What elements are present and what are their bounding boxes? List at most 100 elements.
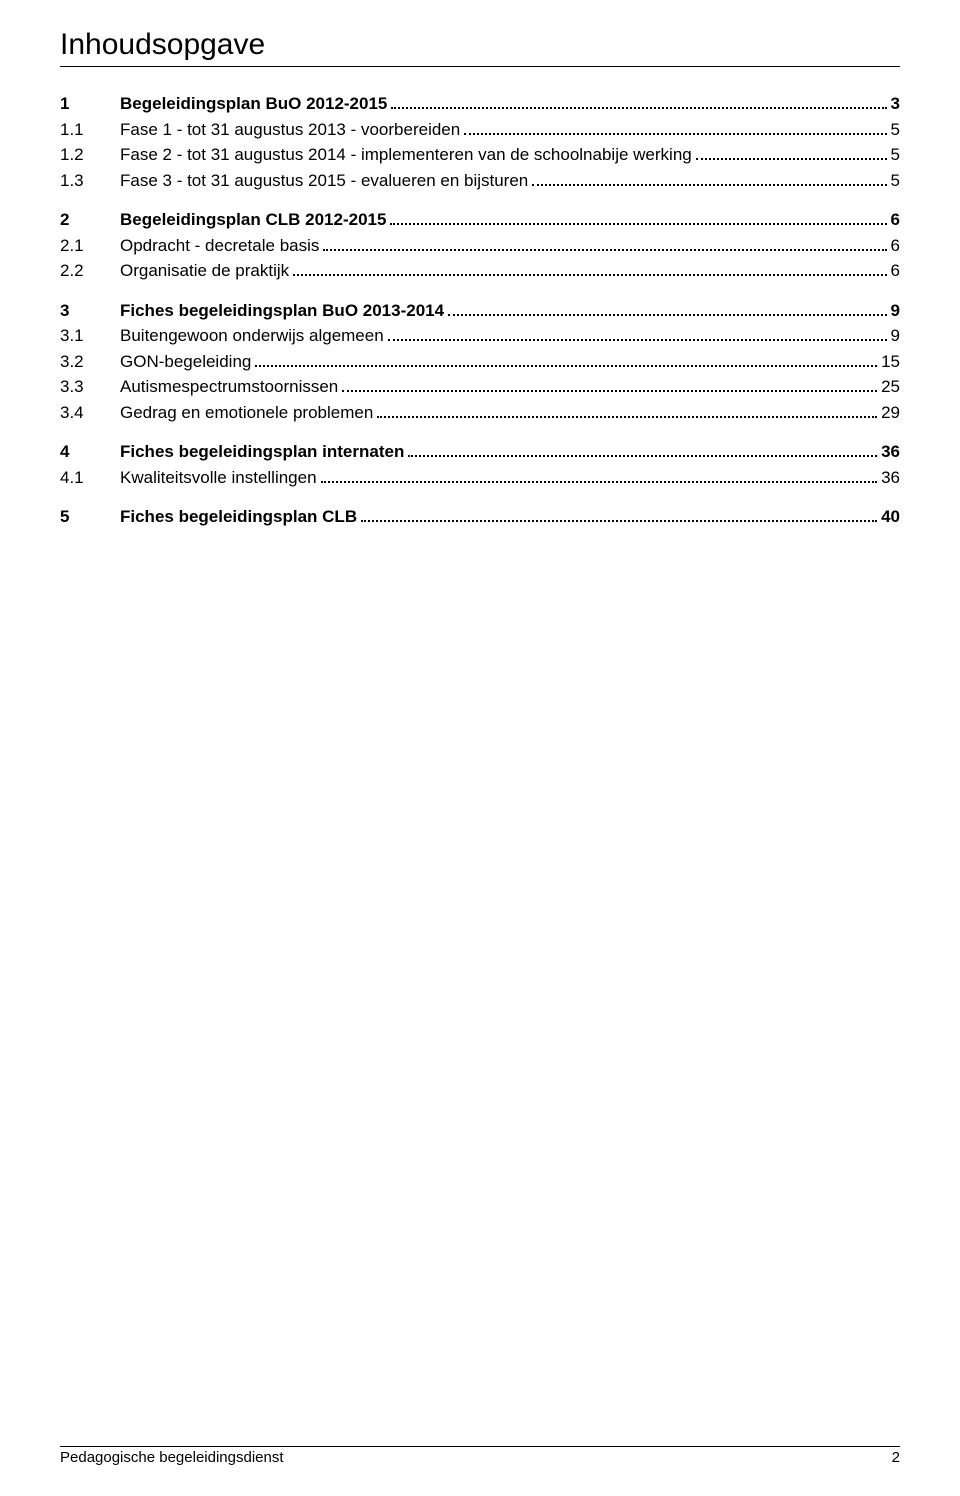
toc-label: Autismespectrumstoornissen	[120, 374, 338, 400]
toc-number: 5	[60, 504, 120, 530]
toc-label: GON-begeleiding	[120, 349, 251, 375]
toc-page: 36	[881, 465, 900, 491]
toc-page: 9	[891, 298, 900, 324]
toc-row: 3.1Buitengewoon onderwijs algemeen 9	[60, 323, 900, 349]
toc-group: 3Fiches begeleidingsplan BuO 2013-2014 9…	[60, 298, 900, 426]
toc-page: 25	[881, 374, 900, 400]
toc-row: 3.2GON-begeleiding 15	[60, 349, 900, 375]
toc-label: Organisatie de praktijk	[120, 258, 289, 284]
toc-label-page: Organisatie de praktijk 6	[120, 258, 900, 284]
toc-row: 2.2Organisatie de praktijk 6	[60, 258, 900, 284]
toc-label-page: Fase 3 - tot 31 augustus 2015 - evaluere…	[120, 168, 900, 194]
toc-page: 3	[891, 91, 900, 117]
toc-page: 5	[891, 142, 900, 168]
toc-number: 3.2	[60, 349, 120, 375]
toc-label-page: Begeleidingsplan CLB 2012-2015 6	[120, 207, 900, 233]
title-wrap: Inhoudsopgave	[60, 28, 900, 67]
toc-leader-dots	[377, 404, 877, 418]
toc-number: 2.2	[60, 258, 120, 284]
toc-number: 4.1	[60, 465, 120, 491]
toc-leader-dots	[696, 146, 887, 160]
toc-label: Gedrag en emotionele problemen	[120, 400, 373, 426]
toc-page: 6	[891, 233, 900, 259]
toc-page: 6	[891, 207, 900, 233]
toc-number: 1.2	[60, 142, 120, 168]
footer-page-number: 2	[892, 1449, 900, 1466]
toc-label: Kwaliteitsvolle instellingen	[120, 465, 317, 491]
toc-group: 2Begeleidingsplan CLB 2012-2015 62.1Opdr…	[60, 207, 900, 284]
toc-label-page: Begeleidingsplan BuO 2012-2015 3	[120, 91, 900, 117]
toc-leader-dots	[361, 508, 877, 522]
toc-label: Fase 1 - tot 31 augustus 2013 - voorbere…	[120, 117, 460, 143]
toc-label-page: GON-begeleiding 15	[120, 349, 900, 375]
toc-label-page: Kwaliteitsvolle instellingen 36	[120, 465, 900, 491]
toc-number: 1.3	[60, 168, 120, 194]
toc-page: 40	[881, 504, 900, 530]
toc-number: 3.1	[60, 323, 120, 349]
page-title: Inhoudsopgave	[60, 28, 900, 62]
toc-label-page: Opdracht - decretale basis 6	[120, 233, 900, 259]
toc-leader-dots	[388, 327, 887, 341]
table-of-contents: 1Begeleidingsplan BuO 2012-2015 31.1Fase…	[60, 91, 900, 530]
toc-label: Fiches begeleidingsplan CLB	[120, 504, 357, 530]
toc-label: Fase 3 - tot 31 augustus 2015 - evaluere…	[120, 168, 528, 194]
toc-group: 1Begeleidingsplan BuO 2012-2015 31.1Fase…	[60, 91, 900, 193]
toc-label-page: Fase 2 - tot 31 augustus 2014 - implemen…	[120, 142, 900, 168]
toc-group: 5Fiches begeleidingsplan CLB 40	[60, 504, 900, 530]
toc-row: 4.1Kwaliteitsvolle instellingen 36	[60, 465, 900, 491]
toc-row: 2.1Opdracht - decretale basis 6	[60, 233, 900, 259]
toc-page: 5	[891, 117, 900, 143]
toc-label: Begeleidingsplan BuO 2012-2015	[120, 91, 387, 117]
toc-label: Opdracht - decretale basis	[120, 233, 319, 259]
toc-number: 1	[60, 91, 120, 117]
toc-label-page: Autismespectrumstoornissen 25	[120, 374, 900, 400]
toc-number: 2	[60, 207, 120, 233]
toc-number: 1.1	[60, 117, 120, 143]
toc-leader-dots	[342, 378, 877, 392]
toc-row: 2Begeleidingsplan CLB 2012-2015 6	[60, 207, 900, 233]
toc-number: 3	[60, 298, 120, 324]
toc-page: 29	[881, 400, 900, 426]
toc-label-page: Fiches begeleidingsplan CLB 40	[120, 504, 900, 530]
toc-number: 4	[60, 439, 120, 465]
toc-label: Begeleidingsplan CLB 2012-2015	[120, 207, 386, 233]
toc-row: 5Fiches begeleidingsplan CLB 40	[60, 504, 900, 530]
toc-page: 15	[881, 349, 900, 375]
toc-page: 9	[891, 323, 900, 349]
toc-row: 3Fiches begeleidingsplan BuO 2013-2014 9	[60, 298, 900, 324]
toc-leader-dots	[408, 443, 877, 457]
toc-row: 1.1Fase 1 - tot 31 augustus 2013 - voorb…	[60, 117, 900, 143]
toc-leader-dots	[532, 172, 886, 186]
toc-row: 4Fiches begeleidingsplan internaten 36	[60, 439, 900, 465]
footer-left: Pedagogische begeleidingsdienst	[60, 1449, 284, 1466]
toc-leader-dots	[323, 237, 886, 251]
toc-label-page: Fiches begeleidingsplan BuO 2013-2014 9	[120, 298, 900, 324]
toc-leader-dots	[293, 262, 886, 276]
toc-leader-dots	[464, 121, 886, 135]
toc-label-page: Fase 1 - tot 31 augustus 2013 - voorbere…	[120, 117, 900, 143]
toc-label: Buitengewoon onderwijs algemeen	[120, 323, 384, 349]
toc-leader-dots	[390, 211, 886, 225]
toc-leader-dots	[391, 95, 886, 109]
toc-leader-dots	[255, 353, 877, 367]
toc-label-page: Buitengewoon onderwijs algemeen 9	[120, 323, 900, 349]
toc-row: 3.3Autismespectrumstoornissen 25	[60, 374, 900, 400]
toc-label-page: Fiches begeleidingsplan internaten 36	[120, 439, 900, 465]
toc-number: 2.1	[60, 233, 120, 259]
toc-row: 1.2Fase 2 - tot 31 augustus 2014 - imple…	[60, 142, 900, 168]
page-footer: Pedagogische begeleidingsdienst 2	[60, 1446, 900, 1466]
toc-leader-dots	[448, 302, 886, 316]
toc-label-page: Gedrag en emotionele problemen 29	[120, 400, 900, 426]
toc-label: Fiches begeleidingsplan BuO 2013-2014	[120, 298, 444, 324]
toc-row: 3.4Gedrag en emotionele problemen 29	[60, 400, 900, 426]
toc-label: Fiches begeleidingsplan internaten	[120, 439, 404, 465]
toc-label: Fase 2 - tot 31 augustus 2014 - implemen…	[120, 142, 692, 168]
toc-page: 36	[881, 439, 900, 465]
toc-group: 4Fiches begeleidingsplan internaten 364.…	[60, 439, 900, 490]
toc-page: 6	[891, 258, 900, 284]
toc-page: 5	[891, 168, 900, 194]
toc-number: 3.3	[60, 374, 120, 400]
toc-number: 3.4	[60, 400, 120, 426]
toc-leader-dots	[321, 469, 878, 483]
document-page: Inhoudsopgave 1Begeleidingsplan BuO 2012…	[0, 0, 960, 1496]
